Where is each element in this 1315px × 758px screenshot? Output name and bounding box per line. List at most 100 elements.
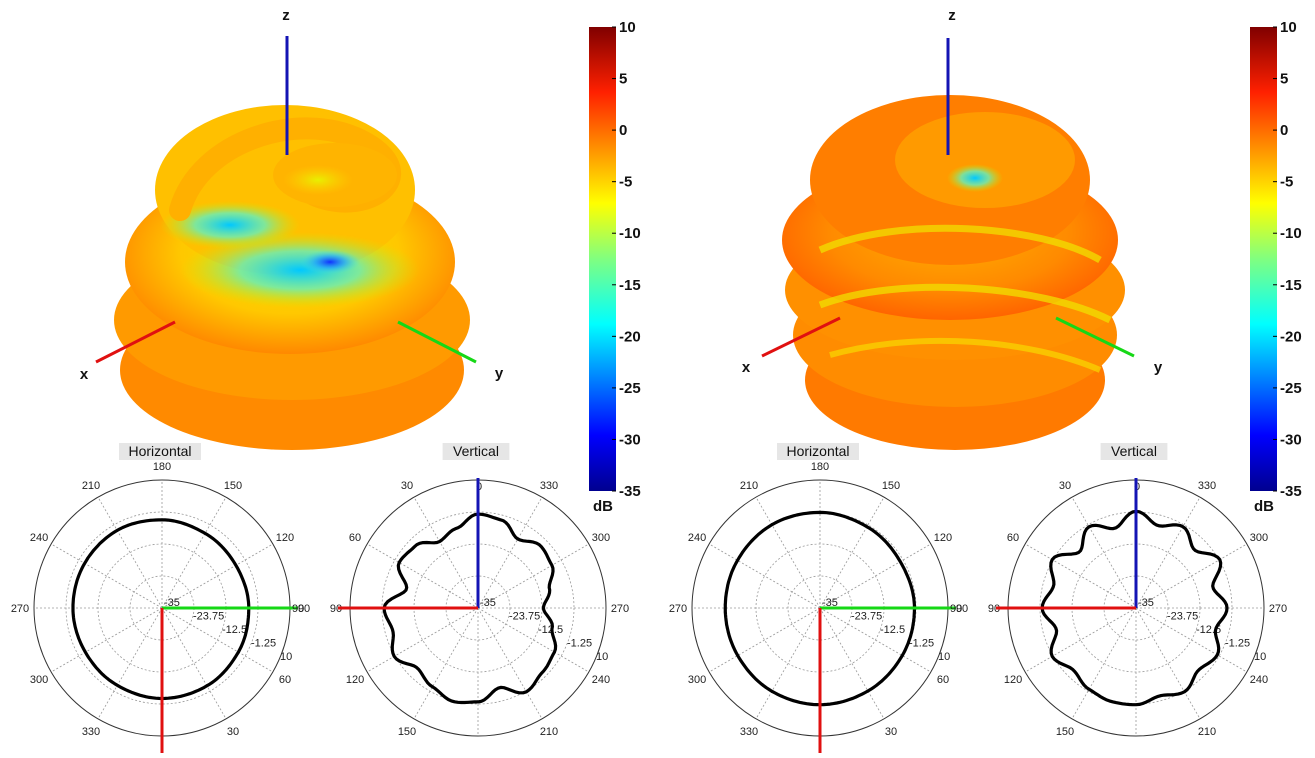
y-axis-line [397, 320, 477, 364]
polar-angle-label: 240 [1250, 674, 1268, 686]
polar-grid-spoke [1135, 543, 1248, 609]
polar-angle-label: 90 [298, 603, 310, 615]
axes-3d-left: z x y [80, 7, 504, 383]
polar-radial-label: 10 [596, 651, 608, 663]
polar-horizontal-right: Horizontal 180 150 120 90 60 30 330 300 270 240 210… [669, 443, 968, 753]
polar-grid-spoke [97, 496, 163, 609]
z-label: z [948, 7, 956, 24]
colorbar-tick-label: -20 [619, 328, 641, 345]
yellow-ring-2 [818, 283, 1112, 324]
polar-angle-label: 210 [82, 480, 100, 492]
polar-angle-label: 30 [401, 480, 413, 492]
colorbar-tick-label: -35 [1280, 483, 1302, 500]
polar-radial-label: -35 [1138, 597, 1154, 609]
x-axis-line [761, 316, 841, 358]
x-label: x [742, 359, 751, 376]
polar-title: Vertical [453, 443, 499, 459]
polar-angle-label: 120 [1004, 674, 1022, 686]
x-label: x [80, 366, 89, 383]
polar-angle-label: 270 [611, 603, 629, 615]
polar-angle-label: 60 [1007, 532, 1019, 544]
polar-radial-label: -1.25 [1225, 638, 1250, 650]
polar-angle-label: 90 [950, 603, 962, 615]
polar-angle-label: 90 [330, 603, 342, 615]
polar-radial-label: -23.75 [851, 611, 882, 623]
top-lobe-inner [283, 165, 353, 195]
y-label: y [495, 365, 504, 382]
polar-grid-spoke [819, 496, 885, 609]
polar-grid-spoke [161, 496, 227, 609]
polar-grid-spoke [366, 607, 479, 673]
pattern-3d-left [114, 105, 470, 450]
polar-angle-label: 150 [882, 480, 900, 492]
polar-grid-spoke [50, 607, 163, 673]
polar-grid-spoke [1024, 543, 1137, 609]
polar-pattern-curve [71, 518, 251, 701]
polar-vertical-left: Vertical3303002702402101501209060300-35-… [330, 443, 629, 738]
colorbar-ticks: 10 5 0 -5 -10 -15 -20 -25 -30 -35 [612, 19, 641, 500]
polar-title-bg [1100, 443, 1168, 460]
polar-radial-label: 10 [938, 651, 950, 663]
polar-pattern-curve [723, 510, 916, 707]
polar-angle-label: 120 [276, 532, 294, 544]
polar-grid-spoke [161, 607, 274, 673]
polar-angle-label: 30 [1059, 480, 1071, 492]
colorbar-tick-label: -30 [619, 431, 641, 448]
polar-angle-label: 60 [937, 674, 949, 686]
polar-vertical-right: Vertical3303002702402101501209060300-35-… [988, 443, 1287, 738]
polar-radial-label: -12.5 [222, 624, 247, 636]
polar-angle-label: 150 [1056, 726, 1074, 738]
top-lobe [895, 112, 1075, 208]
polar-title: Horizontal [786, 443, 849, 459]
polar-grid-spoke [477, 607, 590, 673]
polar-grid-spoke [755, 607, 821, 720]
polar-grid-spoke [755, 496, 821, 609]
polar-title-bg [777, 443, 859, 460]
colorbar-tick-label: -5 [1280, 174, 1293, 191]
polar-angle-label: 300 [592, 532, 610, 544]
polar-grid-spoke [161, 607, 227, 720]
polar-title-bg [119, 443, 201, 460]
polar-radial-label: -12.5 [880, 624, 905, 636]
polar-angle-label: 240 [592, 674, 610, 686]
colorbar-gradient [1250, 27, 1277, 491]
polar-angle-label: 210 [540, 726, 558, 738]
polar-grid-spoke [819, 543, 932, 609]
axes-3d-right: z x y [742, 7, 1163, 376]
polar-grid-spoke [413, 607, 479, 720]
colorbar-tick-label: 10 [1280, 19, 1297, 36]
polar-grid-spoke [1135, 607, 1201, 720]
polar-radial-label: 10 [280, 651, 292, 663]
pattern-3d-right [782, 95, 1125, 450]
z-label: z [282, 7, 290, 24]
polar-angle-label: 270 [11, 603, 29, 615]
polar-grid-spoke [161, 543, 274, 609]
polar-horizontal-left: Horizontal 180 150 120 90 60 30 330 300 270 240 210… [11, 443, 310, 753]
polar-grid-spoke [1135, 607, 1248, 673]
y-label: y [1154, 359, 1163, 376]
polar-angle-label: 270 [669, 603, 687, 615]
polar-grid-spoke [477, 607, 543, 720]
polar-grid-spoke [50, 543, 163, 609]
polar-angle-label: 120 [934, 532, 952, 544]
colorbar-right: 10 5 0 -5 -10 -15 -20 -25 -30 -35 dB [1250, 19, 1302, 515]
polar-radial-label: 10 [1254, 651, 1266, 663]
polar-title-bg [442, 443, 510, 460]
colorbar-unit: dB [593, 498, 613, 515]
polar-grid-spoke [477, 496, 543, 609]
colorbar-tick-label: 5 [1280, 71, 1288, 88]
polar-grid-spoke [819, 607, 932, 673]
polar-angle-label: 90 [956, 603, 968, 615]
yellow-ring-3 [829, 337, 1102, 373]
polar-angle-label: 210 [740, 480, 758, 492]
colorbar-tick-label: 0 [1280, 122, 1288, 139]
colorbar-tick-label: -15 [1280, 277, 1302, 294]
colorbar-tick-label: -25 [619, 380, 641, 397]
colorbar-tick-label: 0 [619, 122, 627, 139]
polar-radial-label: -1.25 [251, 638, 276, 650]
polar-radial-label: -23.75 [1167, 611, 1198, 623]
blue-spot [300, 250, 360, 274]
polar-angle-label: 240 [688, 532, 706, 544]
polar-grid-spoke [477, 543, 590, 609]
